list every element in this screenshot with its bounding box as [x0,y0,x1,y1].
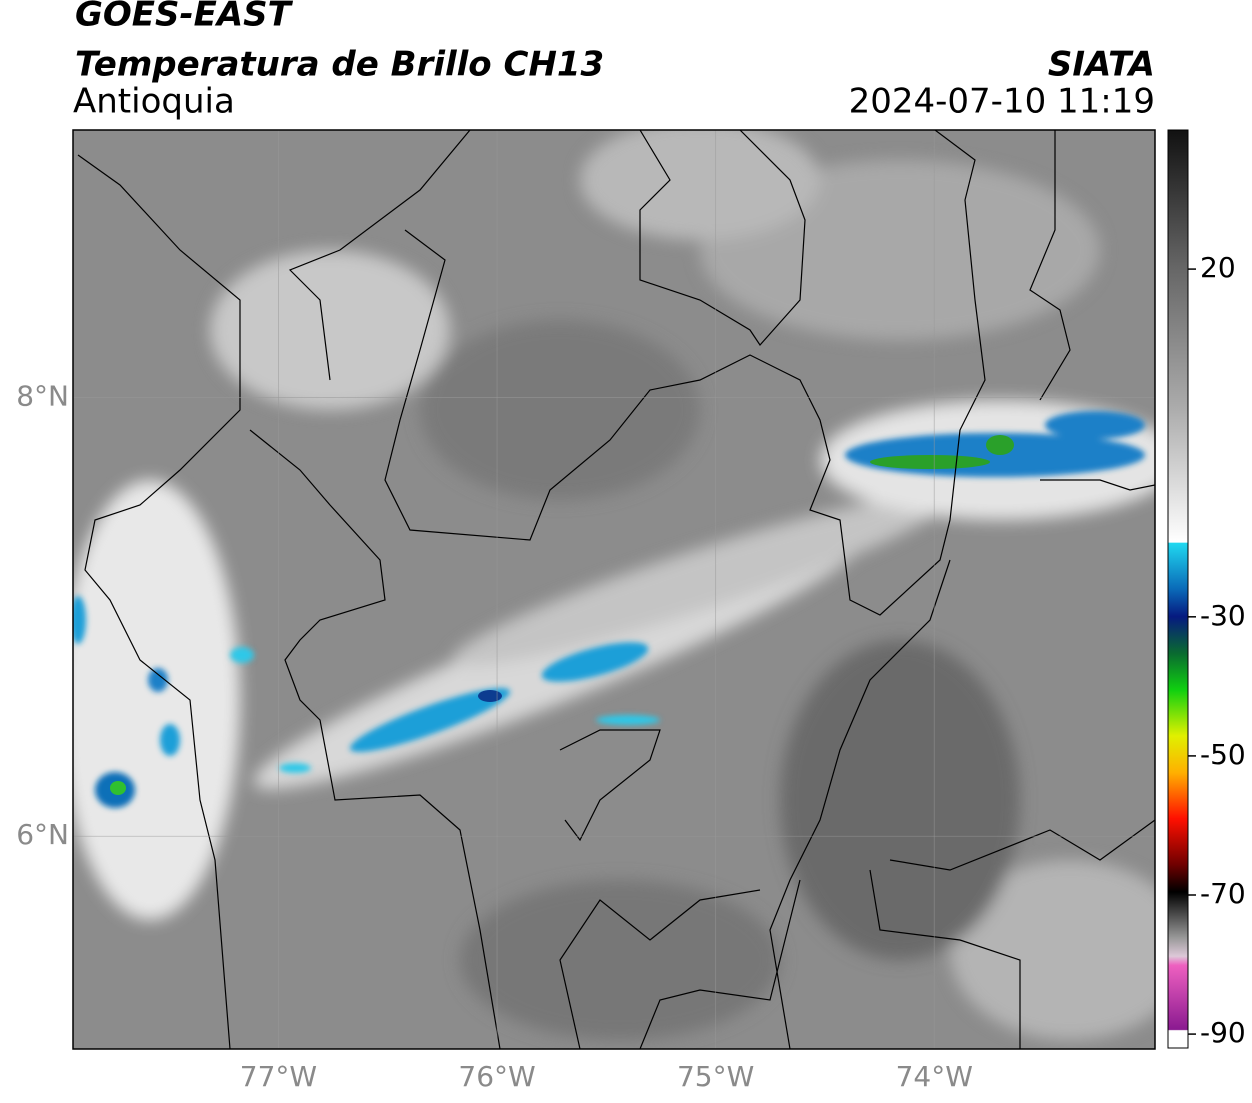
source: SIATA [1048,45,1155,85]
colorbar-tick-label: -70 [1200,877,1246,910]
boundaries [77,130,1155,1049]
subtitle: Temperatura de Brillo CH13 [75,45,604,85]
lon-tick-label: 74°W [896,1060,973,1093]
graticule [73,130,1155,1049]
colorbar [1167,129,1189,1049]
lon-tick-label: 75°W [677,1060,754,1093]
lat-tick-label: 8°N [16,380,69,413]
colorbar-tick-label: -50 [1200,738,1246,771]
lat-tick-label: 6°N [16,818,69,851]
colorbar-tick-label: -30 [1200,599,1246,632]
cold-cloud-tops [73,411,1145,808]
lon-tick-label: 77°W [240,1060,317,1093]
colorbar-tick-label: -90 [1200,1016,1246,1049]
region: Antioquia [73,82,235,122]
lon-tick-label: 76°W [458,1060,535,1093]
map-image [73,130,1155,1049]
colorbar-tick-label: 20 [1200,251,1236,284]
title: GOES-EAST [75,0,294,35]
datetime: 2024-07-10 11:19 [849,82,1155,122]
map-frame [72,129,1156,1050]
